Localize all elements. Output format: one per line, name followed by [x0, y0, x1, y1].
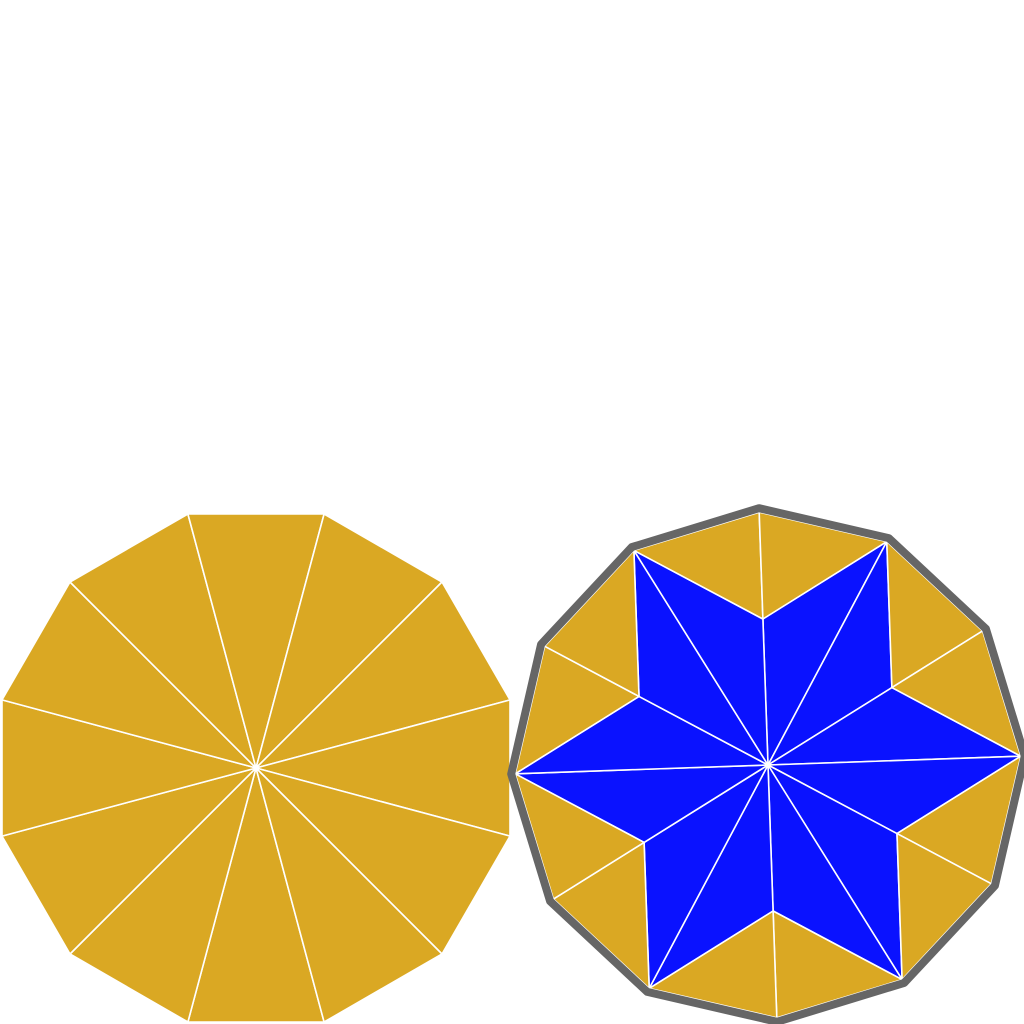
star-dodecagon-figure [507, 504, 1024, 1024]
dodecagon-outline [507, 504, 1024, 1024]
plain-dodecagon-figure [1, 513, 511, 1023]
wedge-triangle [255, 767, 443, 1023]
